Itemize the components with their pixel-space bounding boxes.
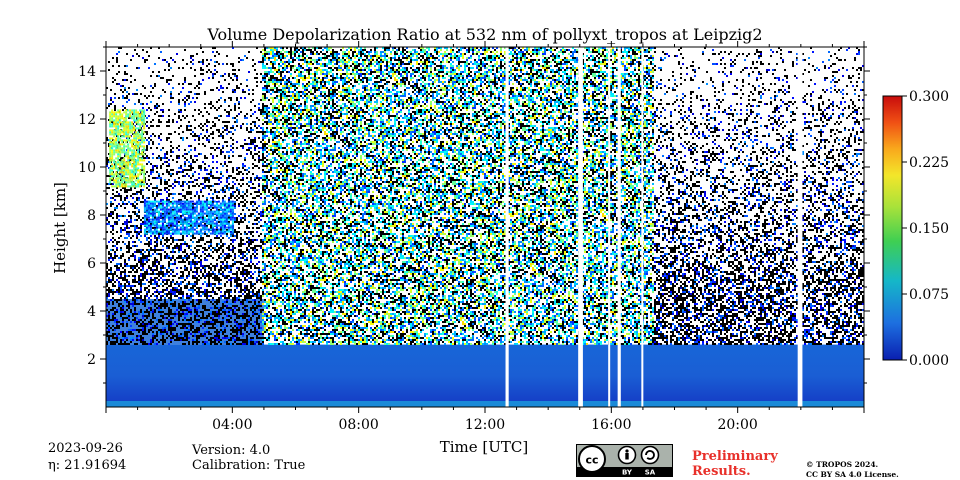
- preliminary-line-2: Results.: [692, 464, 778, 479]
- y-tick-label: 14: [78, 64, 96, 80]
- y-tick-label: 8: [87, 208, 96, 224]
- y-tick-label: 10: [78, 160, 96, 176]
- colorbar-tick-label: 0.300: [909, 89, 949, 105]
- y-tick-label: 6: [87, 256, 96, 272]
- colorbar: 0.000 0.075 0.150 0.225 0.300: [882, 89, 949, 369]
- preliminary-line-1: Preliminary: [692, 449, 778, 464]
- data-gap-6: [797, 47, 803, 407]
- y-tick-label: 4: [87, 304, 96, 320]
- x-tick-label: 08:00: [338, 417, 378, 433]
- heatmap-cells: [106, 47, 864, 407]
- data-gap-5: [641, 47, 644, 407]
- colorbar-gradient: [882, 95, 903, 361]
- data-gap-3: [608, 47, 611, 407]
- data-gap-1: [505, 47, 509, 407]
- y-tick-label: 12: [78, 112, 96, 128]
- heatmap-plot-area: [106, 47, 864, 407]
- copyright-line-2: CC BY SA 4.0 License.: [806, 470, 899, 480]
- x-axis-label: Time [UTC]: [440, 438, 529, 456]
- colorbar-tick-label: 0.075: [909, 287, 949, 303]
- colorbar-tick-label: 0.225: [909, 155, 949, 171]
- y-axis: 2 4 6 8 10 12 14: [78, 46, 870, 384]
- aerosol-layer-2: [143, 200, 234, 235]
- chart-title: Volume Depolarization Ratio at 532 nm of…: [0, 25, 960, 44]
- data-gap-4: [617, 47, 621, 407]
- preliminary-results-note: Preliminary Results.: [692, 449, 778, 479]
- x-axis: 04:00 08:00 12:00 16:00 20:00: [105, 41, 865, 433]
- copyright-line-1: © TROPOS 2024.: [806, 460, 899, 470]
- x-tick-label: 20:00: [717, 417, 757, 433]
- colorbar-tick-label: 0.000: [909, 353, 949, 369]
- data-gap-2: [578, 47, 583, 407]
- copyright-note: © TROPOS 2024. CC BY SA 4.0 License.: [806, 460, 899, 480]
- version-label: Version: 4.0: [192, 443, 270, 458]
- calibration-label: Calibration: True: [192, 458, 305, 473]
- x-tick-label: 12:00: [465, 417, 505, 433]
- x-tick-label: 04:00: [212, 417, 252, 433]
- near-surface-band: [106, 401, 864, 407]
- boundary-layer-band: [106, 344, 864, 407]
- eta-label: η: 21.91694: [48, 458, 126, 473]
- y-tick-label: 2: [87, 352, 96, 368]
- aerosol-layer-1: [109, 109, 146, 188]
- y-axis-label: Height [km]: [51, 182, 69, 274]
- cc-by-sa-icon: cc BY SA: [576, 444, 673, 477]
- date-label: 2023-09-26: [48, 441, 123, 456]
- colorbar-tick-label: 0.150: [909, 221, 949, 237]
- x-tick-label: 16:00: [591, 417, 631, 433]
